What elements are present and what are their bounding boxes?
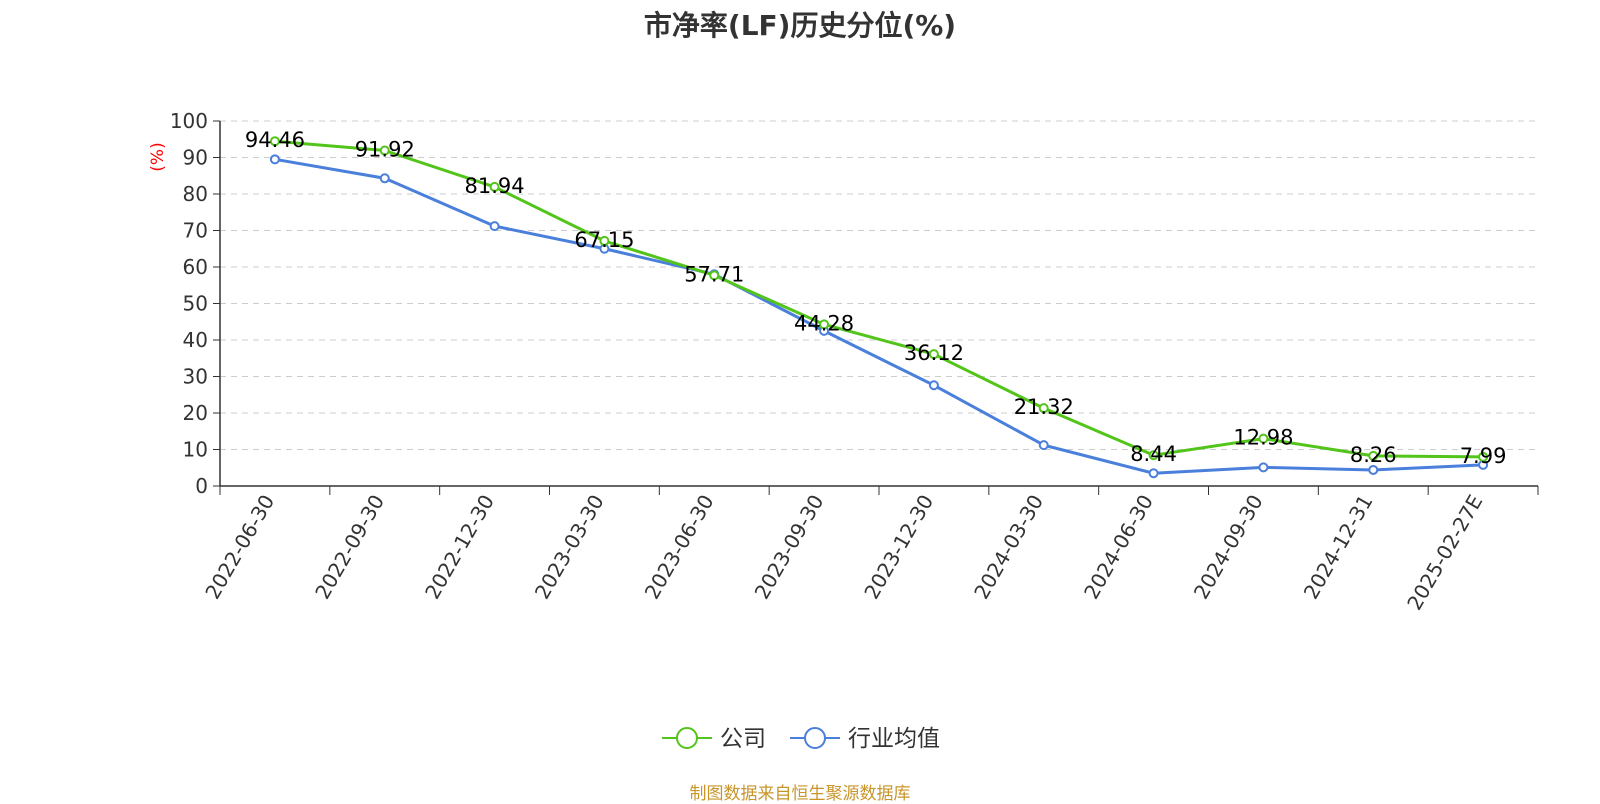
series-line (274, 139, 1484, 459)
grid-lines (220, 120, 1538, 450)
data-point (1148, 450, 1159, 461)
y-tick-label: 0 (195, 474, 208, 498)
data-point (379, 173, 390, 184)
legend-swatch-marker (676, 727, 698, 749)
data-point (1478, 451, 1489, 462)
data-label: 36.12 (904, 341, 964, 365)
data-label: 8.44 (1130, 442, 1177, 466)
axes: 0 10 20 30 40 50 60 70 80 90 100(%) 2022-06-30 2022-… (148, 109, 1539, 615)
x-tick-label: 2022-06-30 (200, 491, 279, 604)
y-tick-label: 30 (183, 365, 208, 389)
series-line (274, 157, 1484, 475)
data-label: 91.92 (355, 137, 415, 161)
data-point (269, 154, 280, 165)
data-label: 81.94 (465, 174, 525, 198)
y-tick-label: 60 (183, 255, 208, 279)
data-point (1258, 462, 1269, 473)
y-tick-label: 20 (183, 401, 208, 425)
data-point (1038, 440, 1049, 451)
data-label: 12.98 (1233, 426, 1293, 450)
y-tick-label: 70 (183, 219, 208, 243)
data-label: 21.32 (1014, 395, 1074, 419)
x-tick-label: 2023-03-30 (530, 491, 609, 604)
x-tick-label: 2023-09-30 (750, 491, 829, 604)
x-tick-label: 2022-12-30 (420, 491, 499, 604)
y-tick-label: 100 (170, 109, 208, 133)
x-tick-label: 2022-09-30 (310, 491, 389, 604)
data-point (819, 319, 830, 330)
data-point (379, 145, 390, 156)
chart-title: 市净率(LF)历史分位(%) (643, 9, 957, 42)
data-point (1258, 433, 1269, 444)
data-label: 44.28 (794, 311, 854, 335)
data-point (489, 221, 500, 232)
legend: 公司 行业均值 (662, 726, 940, 752)
data-point (489, 181, 500, 192)
x-tick-label: 2024-12-31 (1299, 491, 1378, 604)
y-tick-label: 40 (183, 328, 208, 352)
data-label: 8.26 (1350, 443, 1397, 467)
data-labels: 94.46 91.92 81.94 67.15 57.71 44.28 36.12 21.32… (245, 128, 1507, 468)
data-point (1368, 464, 1379, 475)
source-note: 制图数据来自恒生聚源数据库 (689, 784, 911, 804)
x-tick-label: 2025-02-27E (1402, 491, 1487, 615)
x-tick-label: 2023-12-30 (859, 491, 938, 604)
y-tick-label: 10 (183, 438, 208, 462)
y-tick-label: 90 (183, 146, 208, 170)
legend-label: 公司 (720, 726, 766, 752)
y-axis-label: (%) (148, 142, 168, 171)
data-label: 67.15 (574, 228, 634, 252)
data-point (709, 270, 720, 281)
y-tick-label: 80 (183, 182, 208, 206)
data-point (269, 136, 280, 147)
x-tick-label: 2024-06-30 (1079, 491, 1158, 604)
data-point (928, 380, 939, 391)
x-tick-label: 2024-03-30 (969, 491, 1048, 604)
y-tick-label: 50 (183, 292, 208, 316)
x-tick-label: 2024-09-30 (1189, 491, 1268, 604)
legend-label: 行业均值 (848, 726, 940, 752)
data-point (1038, 403, 1049, 414)
data-point (1148, 468, 1159, 479)
data-point (928, 349, 939, 360)
x-tick-label: 2023-06-30 (640, 491, 719, 604)
data-label: 57.71 (684, 262, 744, 286)
data-point (599, 235, 610, 246)
data-point (1368, 450, 1379, 461)
data-label: 7.99 (1460, 444, 1507, 468)
data-label: 94.46 (245, 128, 305, 152)
legend-swatch-marker (804, 727, 826, 749)
series-lines (269, 136, 1489, 479)
